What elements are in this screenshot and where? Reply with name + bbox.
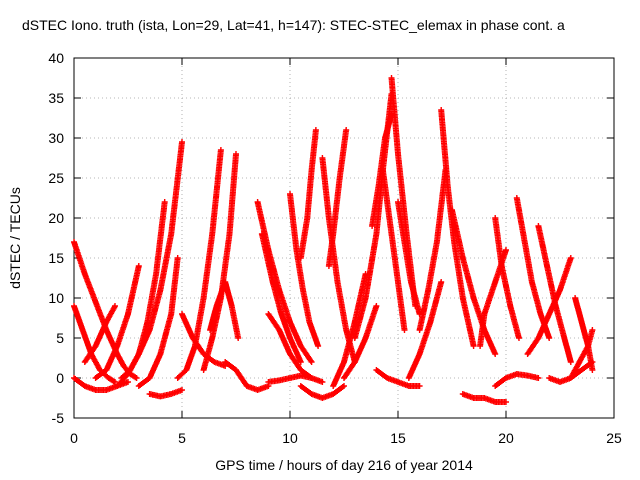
series-36-markers	[477, 247, 509, 349]
y-tick-label: 15	[48, 250, 64, 266]
x-tick-label: 5	[178, 430, 186, 446]
series-10	[174, 147, 224, 381]
series-26	[369, 111, 395, 229]
chart-title: dSTEC Iono. truth (ista, Lon=29, Lat=41,…	[22, 17, 565, 33]
y-tick-label: 10	[48, 290, 64, 306]
series-40	[535, 223, 574, 365]
series-19	[297, 127, 319, 261]
series-44	[567, 327, 596, 381]
series-27	[379, 167, 408, 333]
x-tick-label: 0	[70, 430, 78, 446]
series-37	[492, 215, 522, 341]
series-3	[81, 303, 118, 365]
series-6	[114, 199, 168, 389]
axis-ticks: 0 5 10 15 20 25 -5 0 5 10 15 20 25 30 35 40	[48, 50, 622, 446]
series-35	[459, 391, 509, 405]
y-tick-label: 35	[48, 90, 64, 106]
y-tick-label: 40	[48, 50, 64, 66]
x-tick-label: 20	[498, 430, 514, 446]
series-29	[395, 199, 423, 317]
series-31	[405, 279, 445, 381]
y-axis-title: dSTEC / TECUs	[7, 187, 23, 289]
series-8	[146, 387, 185, 400]
series-23	[330, 271, 369, 389]
y-tick-label: -5	[52, 410, 65, 426]
plot-frame	[73, 57, 615, 419]
series-24	[341, 303, 380, 381]
series-40-markers	[535, 223, 574, 365]
series-7	[135, 255, 181, 389]
series-36	[477, 247, 509, 349]
series-38	[492, 371, 542, 389]
series-28	[388, 75, 419, 309]
x-tick-label: 10	[282, 430, 298, 446]
x-axis-title: GPS time / hours of day 216 of year 2014	[215, 457, 473, 473]
series-41	[524, 255, 574, 357]
y-tick-label: 5	[56, 330, 64, 346]
series-28-markers	[388, 75, 419, 309]
series-20-markers	[297, 383, 347, 401]
series-15	[258, 231, 304, 365]
series-32	[416, 167, 449, 333]
series-18	[287, 191, 322, 349]
series-8-markers	[146, 387, 185, 400]
series-22	[325, 127, 350, 269]
series-19-markers	[297, 127, 319, 261]
series-20	[297, 383, 347, 401]
data-marks	[71, 75, 596, 405]
y-tick-label: 25	[48, 170, 64, 186]
series-13-markers	[222, 359, 272, 393]
series-38-markers	[492, 371, 542, 389]
series-17	[265, 372, 315, 385]
x-tick-label: 15	[390, 430, 406, 446]
x-tick-label: 25	[606, 430, 622, 446]
y-tick-label: 20	[48, 210, 64, 226]
y-tick-label: 30	[48, 130, 64, 146]
series-30	[373, 367, 423, 389]
series-12	[207, 279, 242, 341]
y-tick-label: 0	[56, 370, 64, 386]
series-4	[92, 263, 142, 381]
series-13	[222, 359, 272, 393]
